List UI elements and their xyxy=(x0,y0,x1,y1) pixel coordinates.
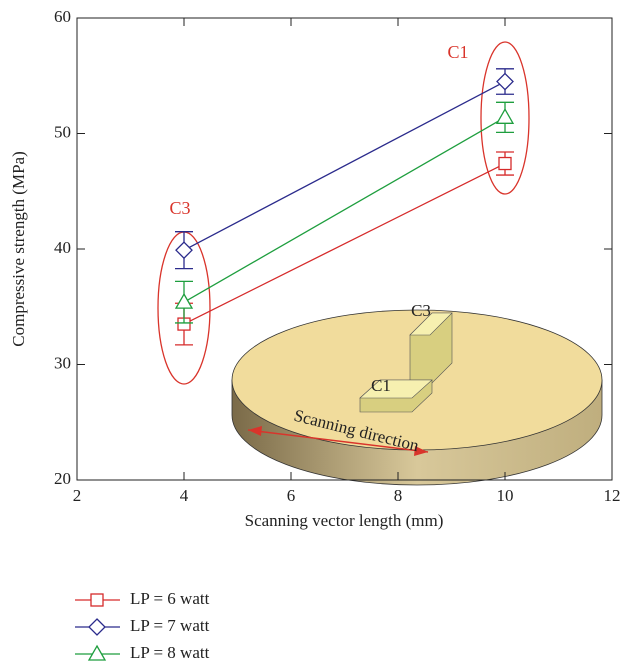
y-tick-label: 30 xyxy=(54,353,71,372)
x-tick-label: 8 xyxy=(394,486,403,505)
series-line xyxy=(184,82,505,251)
legend-marker xyxy=(89,619,105,635)
annotation: C3 xyxy=(169,198,190,218)
y-tick-label: 20 xyxy=(54,469,71,488)
legend-label: LP = 8 watt xyxy=(130,643,210,662)
series-line xyxy=(184,164,505,325)
y-tick-label: 40 xyxy=(54,238,71,257)
legend-label: LP = 6 watt xyxy=(130,589,210,608)
x-tick-label: 2 xyxy=(73,486,82,505)
y-axis-label: Compressive strength (MPa) xyxy=(9,151,28,346)
inset-illustration xyxy=(158,42,602,485)
chart: C3 C1 C3 C1 Scanning direction Scanning … xyxy=(0,0,634,663)
inset-label: C3 xyxy=(411,301,431,320)
data-point xyxy=(497,74,513,90)
x-axis-label: Scanning vector length (mm) xyxy=(245,511,444,530)
page: {"chart_data": {"type": "line", "x_label… xyxy=(0,0,634,663)
legend-label: LP = 7 watt xyxy=(130,616,210,635)
x-tick-label: 6 xyxy=(287,486,296,505)
x-tick-label: 12 xyxy=(604,486,621,505)
legend-marker xyxy=(89,646,105,660)
legend-marker xyxy=(91,594,103,606)
annotation: C1 xyxy=(447,42,468,62)
x-tick-label: 4 xyxy=(180,486,189,505)
data-point xyxy=(176,294,192,308)
data-point xyxy=(497,109,513,123)
x-tick-label: 10 xyxy=(497,486,514,505)
y-tick-label: 60 xyxy=(54,7,71,26)
data-point xyxy=(499,158,511,170)
data-point xyxy=(176,242,192,258)
series-line xyxy=(184,117,505,302)
inset-label: C1 xyxy=(371,376,391,395)
y-tick-label: 50 xyxy=(54,122,71,141)
